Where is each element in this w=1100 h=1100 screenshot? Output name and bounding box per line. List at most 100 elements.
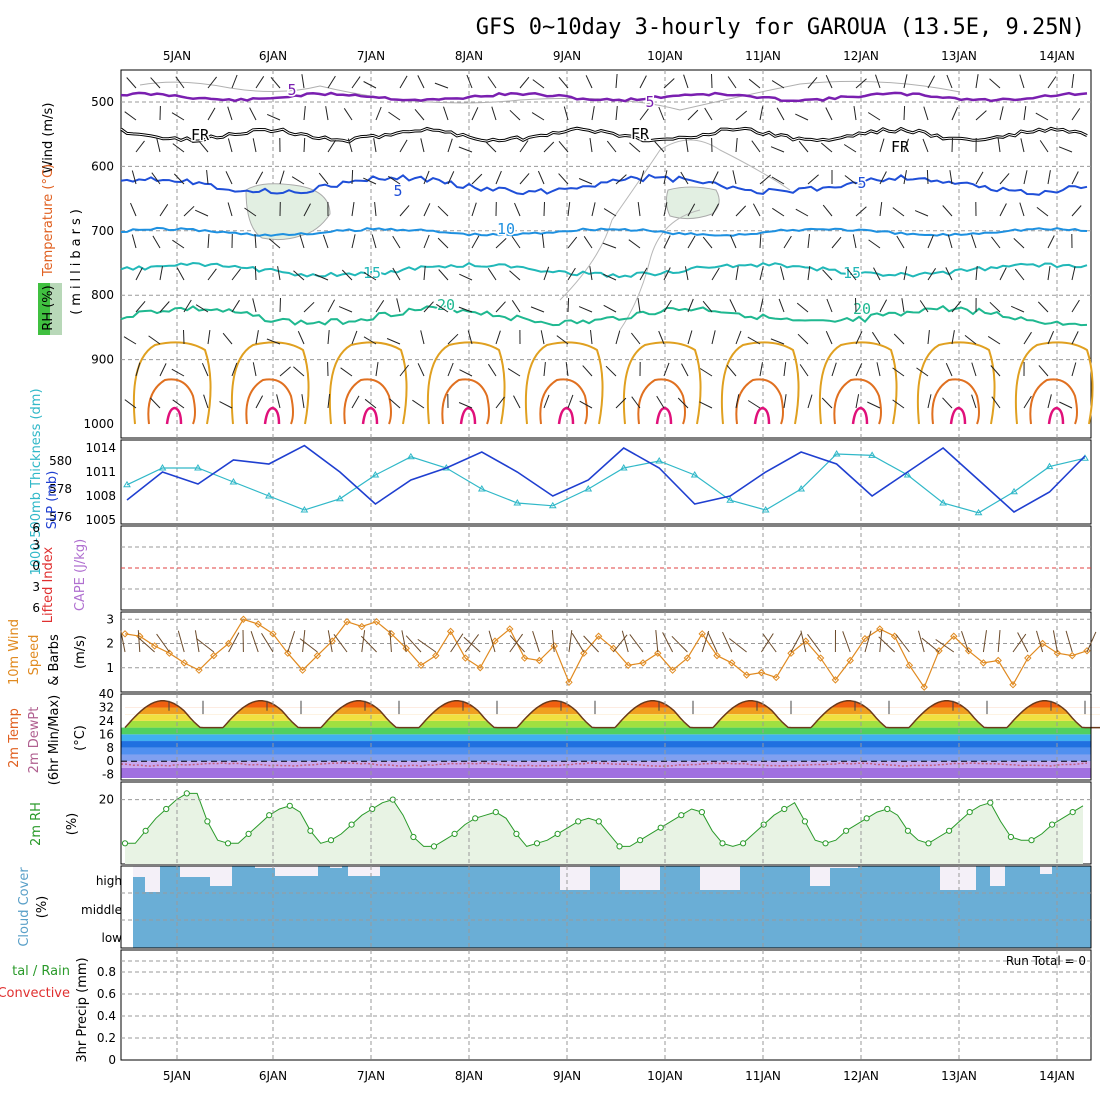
isotherm-35 xyxy=(165,406,183,425)
wind-speed-point xyxy=(417,661,425,670)
wind-barb xyxy=(949,170,953,185)
thickness-point xyxy=(726,496,735,503)
wind-barb xyxy=(175,76,185,89)
wind-barb xyxy=(631,332,641,345)
wind-barb xyxy=(343,108,353,121)
rh2m-point xyxy=(348,821,355,828)
isotherm-30 xyxy=(147,378,196,425)
wind-barb xyxy=(807,234,810,249)
wind-barb xyxy=(747,400,761,409)
wind-barb xyxy=(198,140,209,153)
wind-barb xyxy=(684,266,689,281)
wind-barb xyxy=(1047,266,1051,281)
temp2m-series xyxy=(1006,700,1100,729)
thickness-point xyxy=(194,464,202,471)
wind-speed-point xyxy=(876,625,884,633)
wind-speed-point xyxy=(905,661,914,670)
rh2m-point xyxy=(946,827,953,834)
thickness-series xyxy=(126,453,1086,514)
wind-barb xyxy=(685,138,689,153)
pressure-tick: 1000 xyxy=(83,417,114,431)
temp2m-series xyxy=(124,700,223,729)
wind10-label-barbs: & Barbs xyxy=(47,634,62,686)
isotherm-10 xyxy=(120,226,1088,237)
wind-barb xyxy=(825,74,833,89)
wind-barb xyxy=(1020,138,1025,153)
wind-barb xyxy=(896,235,905,249)
wind-barb xyxy=(1058,146,1073,153)
wind-barb xyxy=(729,299,737,313)
wind-barb xyxy=(663,78,675,89)
cloud-gap xyxy=(133,866,145,877)
wind-barb xyxy=(990,365,1001,377)
thickness-point xyxy=(655,457,664,464)
wind10-barb xyxy=(1012,633,1027,653)
cape-axis-label: CAPE (J/kg) xyxy=(73,539,88,611)
wind-barb xyxy=(1071,171,1079,185)
wind-barb xyxy=(340,367,353,377)
wind-barb xyxy=(831,236,842,249)
wind-barb xyxy=(663,170,668,185)
wind-barb xyxy=(364,398,377,409)
contour-label: 5 xyxy=(857,174,866,192)
wind-barb xyxy=(879,171,887,185)
wind-barb xyxy=(130,202,137,217)
temp-axis-label: Temperature (°C) xyxy=(41,164,56,277)
rh2m-point xyxy=(698,809,706,816)
wind10-barb xyxy=(360,635,377,653)
wind-barb xyxy=(126,77,137,89)
wind-barb xyxy=(1023,395,1032,409)
wind-barb xyxy=(276,394,281,409)
wind-barb xyxy=(663,362,670,377)
wind-barb xyxy=(847,268,857,281)
temp-band xyxy=(121,734,1091,742)
thickness-axis-label: 1000-500mb Thickness (dm) xyxy=(29,388,44,575)
wind10-barb xyxy=(1017,632,1029,653)
wind-speed-point xyxy=(535,656,544,665)
wind-speed-point xyxy=(358,622,366,631)
wind-barb xyxy=(375,362,379,377)
wind-speed-point xyxy=(580,649,588,657)
cloud-gap xyxy=(990,866,1005,886)
rh2m-point xyxy=(286,802,293,809)
temp-diurnal-band xyxy=(615,714,713,721)
wind10-barb xyxy=(895,634,910,653)
wind-barb xyxy=(947,234,953,249)
wind-barb xyxy=(903,138,909,153)
li-tick: 3 xyxy=(32,538,40,552)
temp-tick: 40 xyxy=(99,687,114,701)
wind10-barb xyxy=(707,631,718,653)
wind-barb xyxy=(999,173,1010,185)
wind-barb xyxy=(531,112,545,121)
wind-barb xyxy=(159,301,170,313)
wind-barb xyxy=(124,399,137,409)
wind-barb xyxy=(726,364,737,377)
wind-speed-point xyxy=(1038,639,1047,648)
wind-barb xyxy=(1039,140,1049,153)
wind-barb xyxy=(207,107,216,121)
wind-barb xyxy=(578,178,593,185)
wind-barb xyxy=(855,297,857,313)
wind-speed-point xyxy=(269,630,277,638)
wind-barb xyxy=(942,205,953,217)
contour-label: 20 xyxy=(437,296,455,314)
wind-barb xyxy=(658,106,665,121)
wind-barb xyxy=(438,269,449,281)
wind-barb xyxy=(631,396,641,409)
wind-barb xyxy=(268,238,281,249)
wind-barb xyxy=(371,234,377,249)
wind-barb xyxy=(303,301,315,313)
wind-barb xyxy=(347,138,353,153)
temp2m-series xyxy=(908,700,1007,729)
cloud-tick: low xyxy=(102,931,123,945)
wind-speed-point xyxy=(802,637,810,645)
wind-barb xyxy=(1071,108,1081,121)
temp-diurnal-band xyxy=(223,707,321,715)
wind-barb xyxy=(252,138,257,153)
rh2m-point xyxy=(513,830,520,838)
wind-barb xyxy=(923,106,929,121)
wind-barb xyxy=(207,76,217,89)
rh2m-point xyxy=(987,799,994,806)
wind-barb xyxy=(892,207,905,217)
